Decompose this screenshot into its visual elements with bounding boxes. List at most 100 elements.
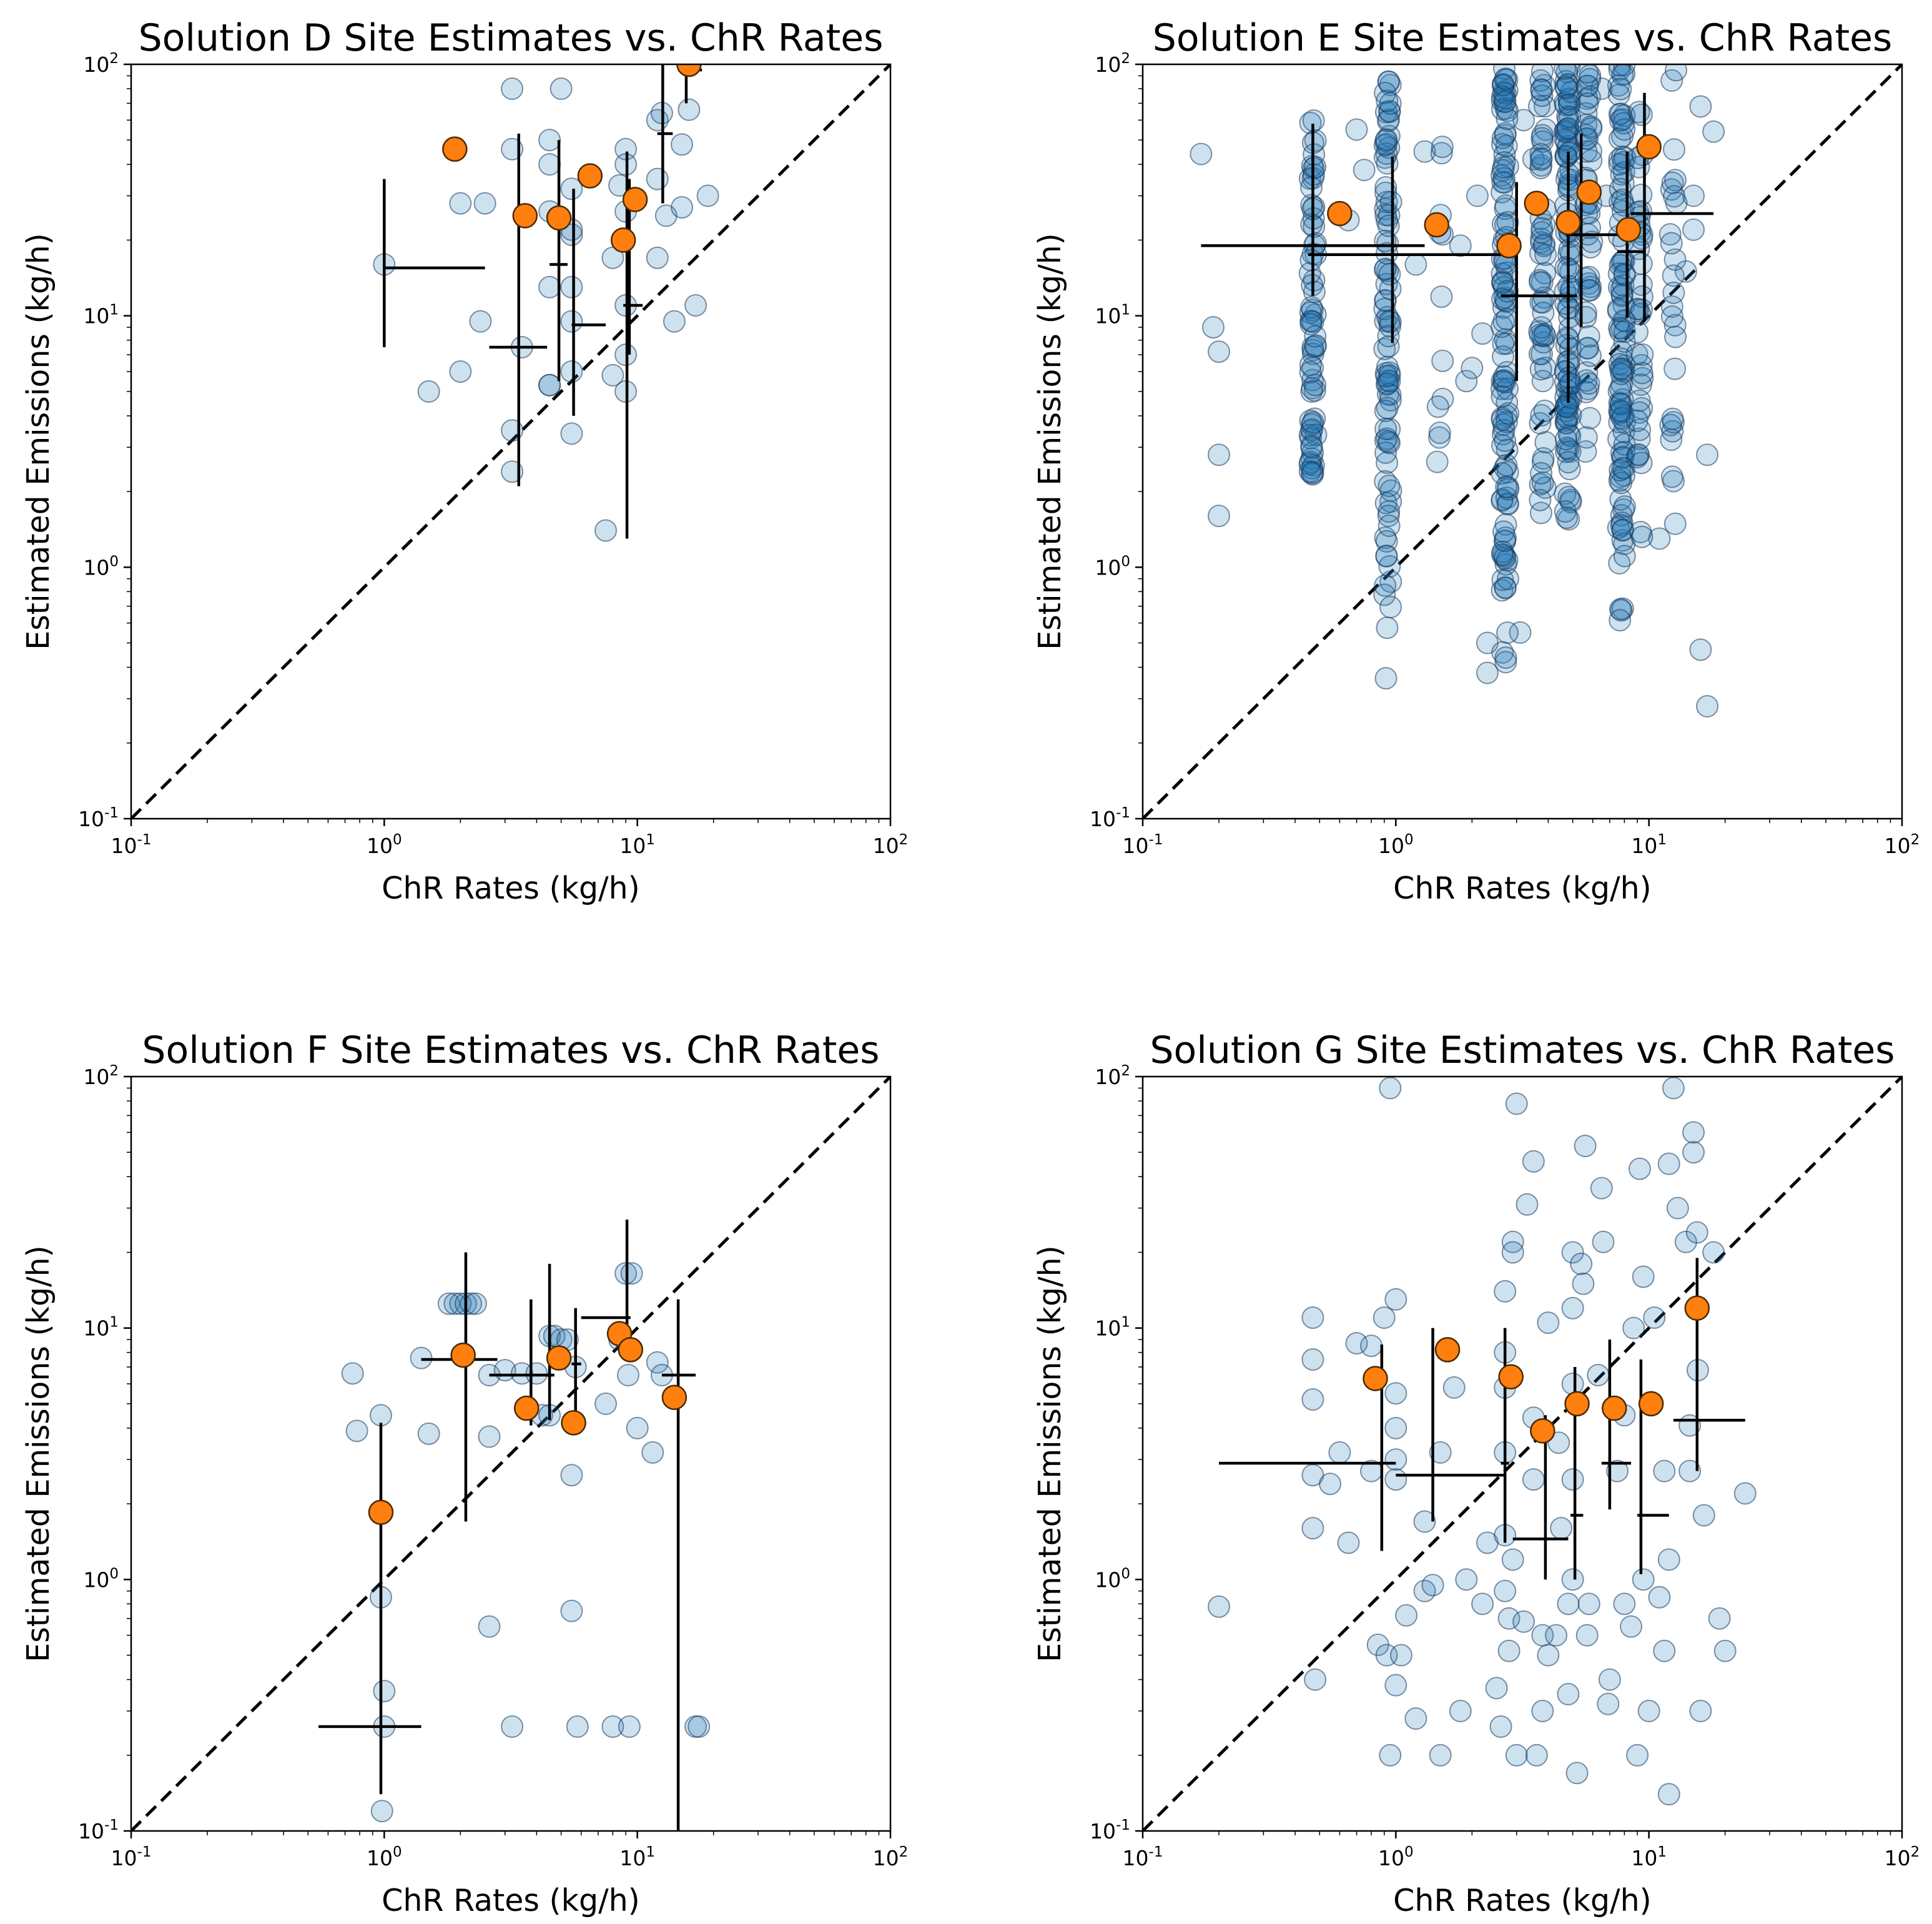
x-tick-label-exponent: 0 xyxy=(393,832,402,848)
plot-frame xyxy=(1141,1075,1903,1832)
errorbar xyxy=(1501,1328,1509,1543)
scatter-point xyxy=(1630,525,1654,548)
scatter-point xyxy=(1491,543,1514,566)
scatter-point xyxy=(1689,95,1712,118)
panel-solution-e: Solution E Site Estimates vs. ChR Rates … xyxy=(1032,16,1920,906)
y-tick-label-exponent: 1 xyxy=(1121,1315,1130,1331)
mean-marker xyxy=(676,64,702,77)
identity-line xyxy=(131,1077,890,1831)
scatter-point xyxy=(1574,305,1597,328)
scatter-point xyxy=(1554,292,1577,315)
scatter-point xyxy=(1413,1510,1436,1533)
scatter-point xyxy=(1373,583,1396,606)
scatter-point xyxy=(1612,456,1635,480)
scatter-point xyxy=(1537,1644,1560,1667)
scatter-point xyxy=(1301,1306,1324,1329)
scatter-point xyxy=(1494,576,1517,599)
scatter-point xyxy=(1304,373,1327,397)
y-tick-label-exponent: 1 xyxy=(109,302,119,318)
errorbar xyxy=(1308,156,1509,343)
scatter-point xyxy=(369,1404,392,1427)
scatter-point xyxy=(1577,279,1600,302)
scatter-point xyxy=(560,1599,583,1622)
scatter-point xyxy=(1531,1699,1554,1722)
scatter-point xyxy=(678,98,701,121)
scatter-point xyxy=(1555,428,1578,451)
mean-marker xyxy=(1327,200,1353,227)
scatter-point xyxy=(560,360,583,383)
scatter-point xyxy=(1576,64,1599,84)
scatter-point xyxy=(1300,176,1323,199)
scatter-point xyxy=(594,519,618,542)
scatter-point xyxy=(1637,1699,1660,1722)
scatter-point xyxy=(560,177,583,200)
scatter-point xyxy=(646,1351,669,1374)
scatter-point xyxy=(1430,285,1453,308)
scatter-point xyxy=(566,1715,589,1738)
scatter-point xyxy=(1531,325,1554,348)
scatter-point xyxy=(1575,361,1599,384)
scatter-point xyxy=(696,184,719,207)
scatter-point xyxy=(646,167,669,190)
scatter-point xyxy=(1530,147,1553,170)
scatter-point xyxy=(1492,332,1515,355)
scatter-point xyxy=(1389,1644,1412,1667)
y-tick-label: 101 xyxy=(1095,302,1130,328)
scatter-point xyxy=(1489,1715,1512,1738)
scatter-point xyxy=(1509,621,1532,644)
x-tick-label-exponent: 1 xyxy=(646,832,655,848)
scatter-point xyxy=(1662,138,1685,161)
scatter-point xyxy=(1471,322,1494,345)
scatter-point xyxy=(1319,1473,1342,1496)
x-tick-label-exponent: 1 xyxy=(1657,1844,1667,1860)
scatter-point xyxy=(1580,117,1603,140)
scatter-point xyxy=(1678,1459,1702,1482)
mean-marker xyxy=(512,203,538,229)
errorbar xyxy=(657,64,673,204)
scatter-point xyxy=(1713,1639,1737,1662)
scatter-point xyxy=(1301,411,1324,434)
scatter-point xyxy=(1625,343,1649,366)
scatter-point xyxy=(1376,397,1399,420)
scatter-point xyxy=(1628,389,1651,412)
scatter-point xyxy=(1374,667,1397,690)
scatter-point xyxy=(1630,103,1653,126)
scatter-point xyxy=(1597,1692,1620,1715)
scatter-point xyxy=(1374,574,1397,597)
scatter-point xyxy=(626,1416,649,1439)
scatter-point xyxy=(1658,223,1682,246)
scatter-point xyxy=(1404,1707,1427,1730)
scatter-point xyxy=(1525,1744,1548,1767)
scatter-point xyxy=(1561,1372,1584,1395)
x-tick-label-exponent: 1 xyxy=(1657,832,1667,848)
scatter-point xyxy=(1404,253,1427,276)
scatter-point xyxy=(1662,264,1685,287)
scatter-point xyxy=(646,246,669,269)
scatter-point xyxy=(449,360,472,383)
scatter-point xyxy=(1496,107,1519,131)
x-tick-label-exponent: 0 xyxy=(1404,832,1414,848)
errorbar xyxy=(489,134,548,486)
scatter-point xyxy=(1491,385,1514,408)
scatter-point xyxy=(1530,154,1553,177)
scatter-point xyxy=(1572,1272,1595,1295)
scatter-point xyxy=(1630,252,1653,275)
scatter-point xyxy=(1377,505,1400,528)
scatter-point xyxy=(1530,403,1553,427)
scatter-point xyxy=(1426,450,1449,473)
plot-frame xyxy=(130,63,892,820)
scatter-point xyxy=(1664,325,1687,348)
scatter-point xyxy=(1455,1568,1478,1591)
scatter-point xyxy=(1496,280,1519,303)
scatter-point xyxy=(1626,320,1649,343)
scatter-point xyxy=(1689,1699,1712,1722)
scatter-point xyxy=(1577,1592,1600,1616)
x-tick-label: 10-1 xyxy=(111,832,152,858)
scatter-point xyxy=(1304,155,1327,179)
scatter-point xyxy=(1534,243,1557,266)
scatter-point xyxy=(538,373,561,397)
y-tick-label: 101 xyxy=(1095,1315,1130,1341)
errorbar xyxy=(1631,92,1714,322)
x-tick-label: 101 xyxy=(619,832,655,858)
panel-title: Solution F Site Estimates vs. ChR Rates xyxy=(142,1029,879,1072)
